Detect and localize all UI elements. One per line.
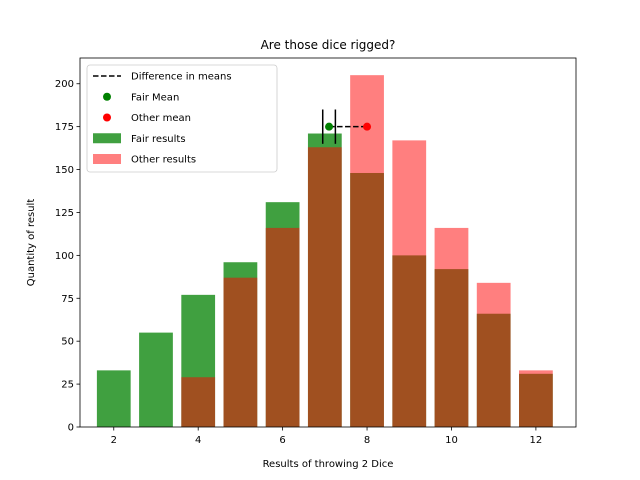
y-tick-label-175: 175	[55, 122, 74, 133]
bar-other-8	[350, 75, 384, 428]
y-tick-label-150: 150	[55, 165, 74, 176]
bar-other-12	[519, 370, 553, 427]
y-tick-label-25: 25	[61, 380, 74, 391]
bar-other-5	[223, 277, 258, 427]
x-tick-label-6: 6	[279, 435, 285, 446]
bar-other-11	[476, 282, 511, 427]
legend-label-0: Difference in means	[131, 72, 232, 83]
bar-other-6	[265, 227, 300, 427]
legend-swatch-other-mean	[103, 113, 111, 122]
legend-swatch-fair-results	[93, 133, 121, 144]
x-tick-label-4: 4	[195, 435, 201, 446]
y-tick-label-200: 200	[55, 79, 74, 90]
x-axis: 2 4 6 8 10 12	[111, 427, 543, 446]
y-axis-label: Quantity of result	[26, 199, 37, 287]
legend: Difference in means Fair Mean Other mean Fa…	[86, 64, 278, 173]
x-tick-label-2: 2	[111, 435, 117, 446]
bar-fair-3	[139, 332, 173, 427]
x-tick-label-12: 12	[530, 435, 543, 446]
x-tick-label-10: 10	[445, 435, 458, 446]
bar-other-4	[181, 377, 216, 427]
bars-layer	[96, 75, 553, 428]
legend-swatch-other-results	[93, 154, 121, 164]
x-tick-label-8: 8	[364, 435, 370, 446]
legend-box	[86, 64, 278, 173]
bar-other-10	[434, 227, 469, 427]
bar-fair-2	[96, 370, 131, 427]
x-axis-label: Results of throwing 2 Dice	[263, 459, 394, 470]
y-axis: 0 25 50 75 100 125 150 175 200	[55, 79, 80, 434]
chart-title: Are those dice rigged?	[261, 38, 396, 52]
legend-label-3: Fair results	[131, 134, 186, 145]
legend-label-4: Other results	[131, 155, 196, 166]
fair-mean-point	[325, 122, 334, 131]
other-mean-point	[363, 122, 372, 131]
legend-label-1: Fair Mean	[131, 92, 179, 103]
y-tick-label-50: 50	[61, 337, 74, 348]
legend-label-2: Other mean	[131, 113, 191, 124]
plot-frame	[79, 57, 577, 428]
bar-other-9	[392, 140, 427, 427]
y-tick-label-75: 75	[61, 294, 74, 305]
overlay-layer	[321, 109, 372, 144]
y-tick-label-125: 125	[55, 208, 74, 219]
y-tick-label-100: 100	[55, 251, 74, 262]
legend-swatch-fair-mean	[103, 92, 111, 101]
bar-other-7	[307, 147, 342, 427]
y-tick-label-0: 0	[68, 423, 74, 434]
